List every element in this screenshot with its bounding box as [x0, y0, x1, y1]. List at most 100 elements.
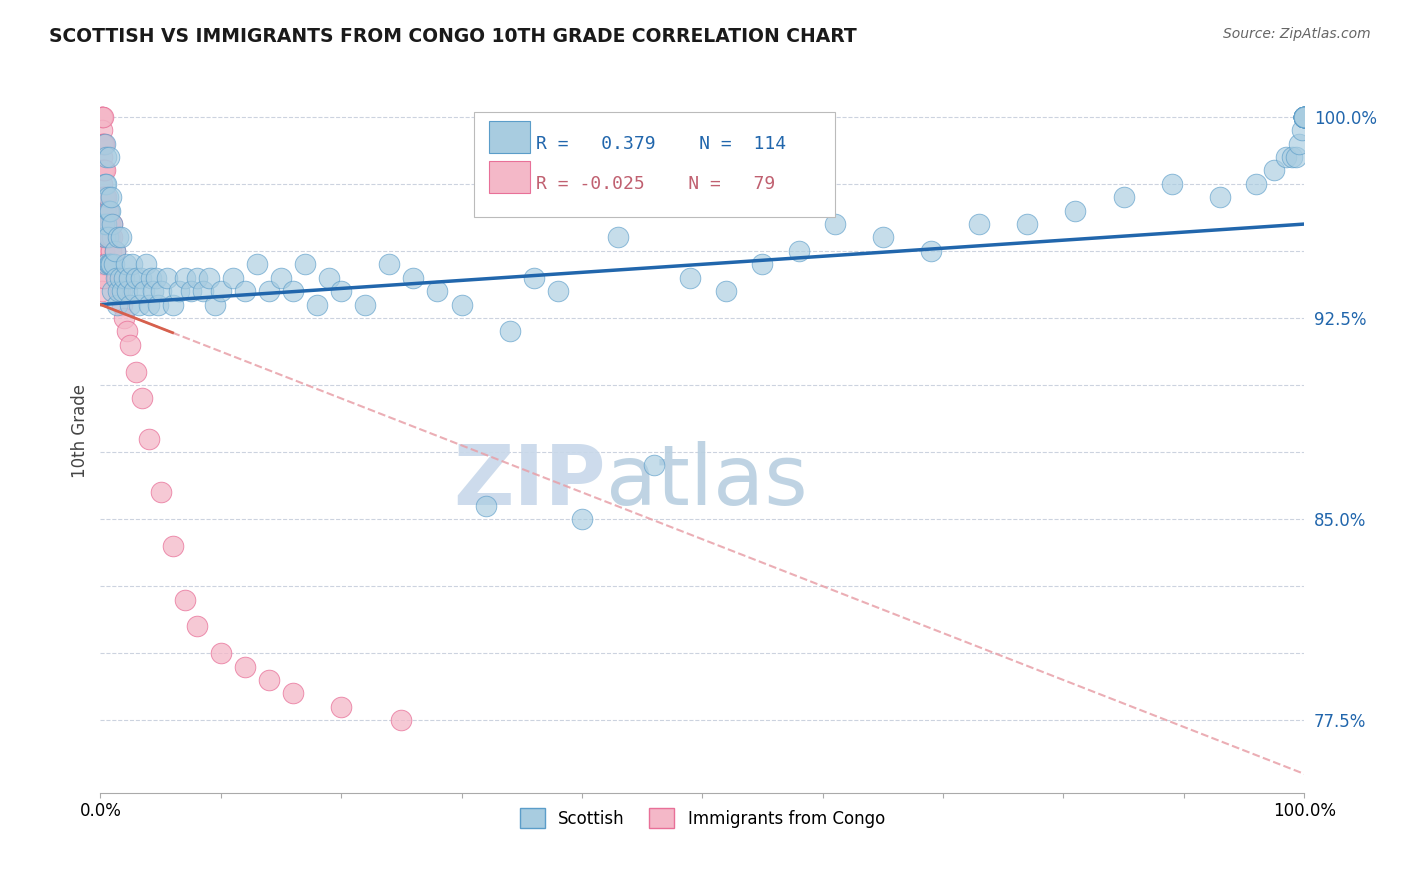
Point [91, 203, 114, 218]
Point [101, 217, 124, 231]
Point [90, 270, 112, 285]
Point [90, 177, 112, 191]
Point [91, 217, 114, 231]
Point [1294, 110, 1316, 124]
Point [93, 230, 115, 244]
Point [90, 244, 112, 258]
Point [1294, 110, 1316, 124]
Point [90, 190, 112, 204]
Point [91, 190, 114, 204]
Point [162, 539, 184, 553]
Point [90, 203, 112, 218]
Point [402, 270, 425, 285]
Point [132, 284, 155, 298]
Point [1281, 150, 1303, 164]
Point [751, 257, 773, 271]
Point [145, 270, 167, 285]
Point [1291, 123, 1313, 137]
Point [474, 499, 496, 513]
Point [90, 244, 112, 258]
Point [173, 592, 195, 607]
Point [93, 270, 115, 285]
Point [94, 190, 117, 204]
Point [1294, 110, 1316, 124]
Point [209, 284, 232, 298]
Point [1244, 177, 1267, 191]
Point [118, 270, 141, 285]
Point [91, 244, 114, 258]
Point [94, 163, 117, 178]
Point [129, 270, 152, 285]
Point [167, 284, 190, 298]
Point [1294, 110, 1316, 124]
Point [90, 284, 112, 298]
Point [97, 217, 120, 231]
Point [330, 284, 353, 298]
Point [98, 230, 121, 244]
Point [149, 284, 172, 298]
Point [90, 217, 112, 231]
Point [125, 270, 148, 285]
Point [90, 110, 112, 124]
Point [1294, 110, 1316, 124]
Point [93, 217, 115, 231]
Point [1160, 177, 1182, 191]
Y-axis label: 10th Grade: 10th Grade [72, 384, 89, 477]
Point [90, 257, 112, 271]
Point [96, 190, 118, 204]
Point [97, 257, 120, 271]
Point [197, 270, 219, 285]
Text: SCOTTISH VS IMMIGRANTS FROM CONGO 10TH GRADE CORRELATION CHART: SCOTTISH VS IMMIGRANTS FROM CONGO 10TH G… [49, 27, 858, 45]
Point [107, 284, 129, 298]
Point [115, 324, 138, 338]
Point [1294, 110, 1316, 124]
Point [716, 284, 738, 298]
Point [1288, 136, 1310, 151]
Point [90, 110, 112, 124]
Point [112, 310, 135, 325]
Point [1294, 110, 1316, 124]
Point [824, 217, 846, 231]
Point [139, 270, 162, 285]
Point [142, 284, 165, 298]
Point [90, 123, 112, 137]
Point [607, 230, 630, 244]
Point [138, 432, 160, 446]
Point [90, 150, 112, 164]
Point [872, 230, 894, 244]
Point [93, 136, 115, 151]
Point [186, 619, 208, 633]
Point [91, 110, 114, 124]
Point [98, 203, 121, 218]
Point [450, 297, 472, 311]
Point [96, 150, 118, 164]
Point [97, 230, 120, 244]
Point [96, 217, 118, 231]
Point [120, 338, 142, 352]
Point [222, 270, 245, 285]
Point [1294, 110, 1316, 124]
Point [389, 713, 412, 727]
Point [173, 270, 195, 285]
Point [90, 230, 112, 244]
Point [97, 203, 120, 218]
Point [107, 230, 129, 244]
Point [1285, 150, 1308, 164]
Text: atlas: atlas [606, 441, 807, 522]
Point [96, 177, 118, 191]
Legend: Scottish, Immigrants from Congo: Scottish, Immigrants from Congo [513, 801, 891, 835]
Point [103, 257, 125, 271]
Point [186, 270, 208, 285]
Point [920, 244, 942, 258]
Point [787, 244, 810, 258]
Point [108, 270, 131, 285]
Point [204, 297, 226, 311]
Point [121, 257, 143, 271]
Point [105, 270, 128, 285]
Point [967, 217, 990, 231]
Point [91, 257, 114, 271]
Point [1064, 203, 1087, 218]
Point [233, 659, 256, 673]
Point [112, 270, 135, 285]
Point [96, 203, 118, 218]
